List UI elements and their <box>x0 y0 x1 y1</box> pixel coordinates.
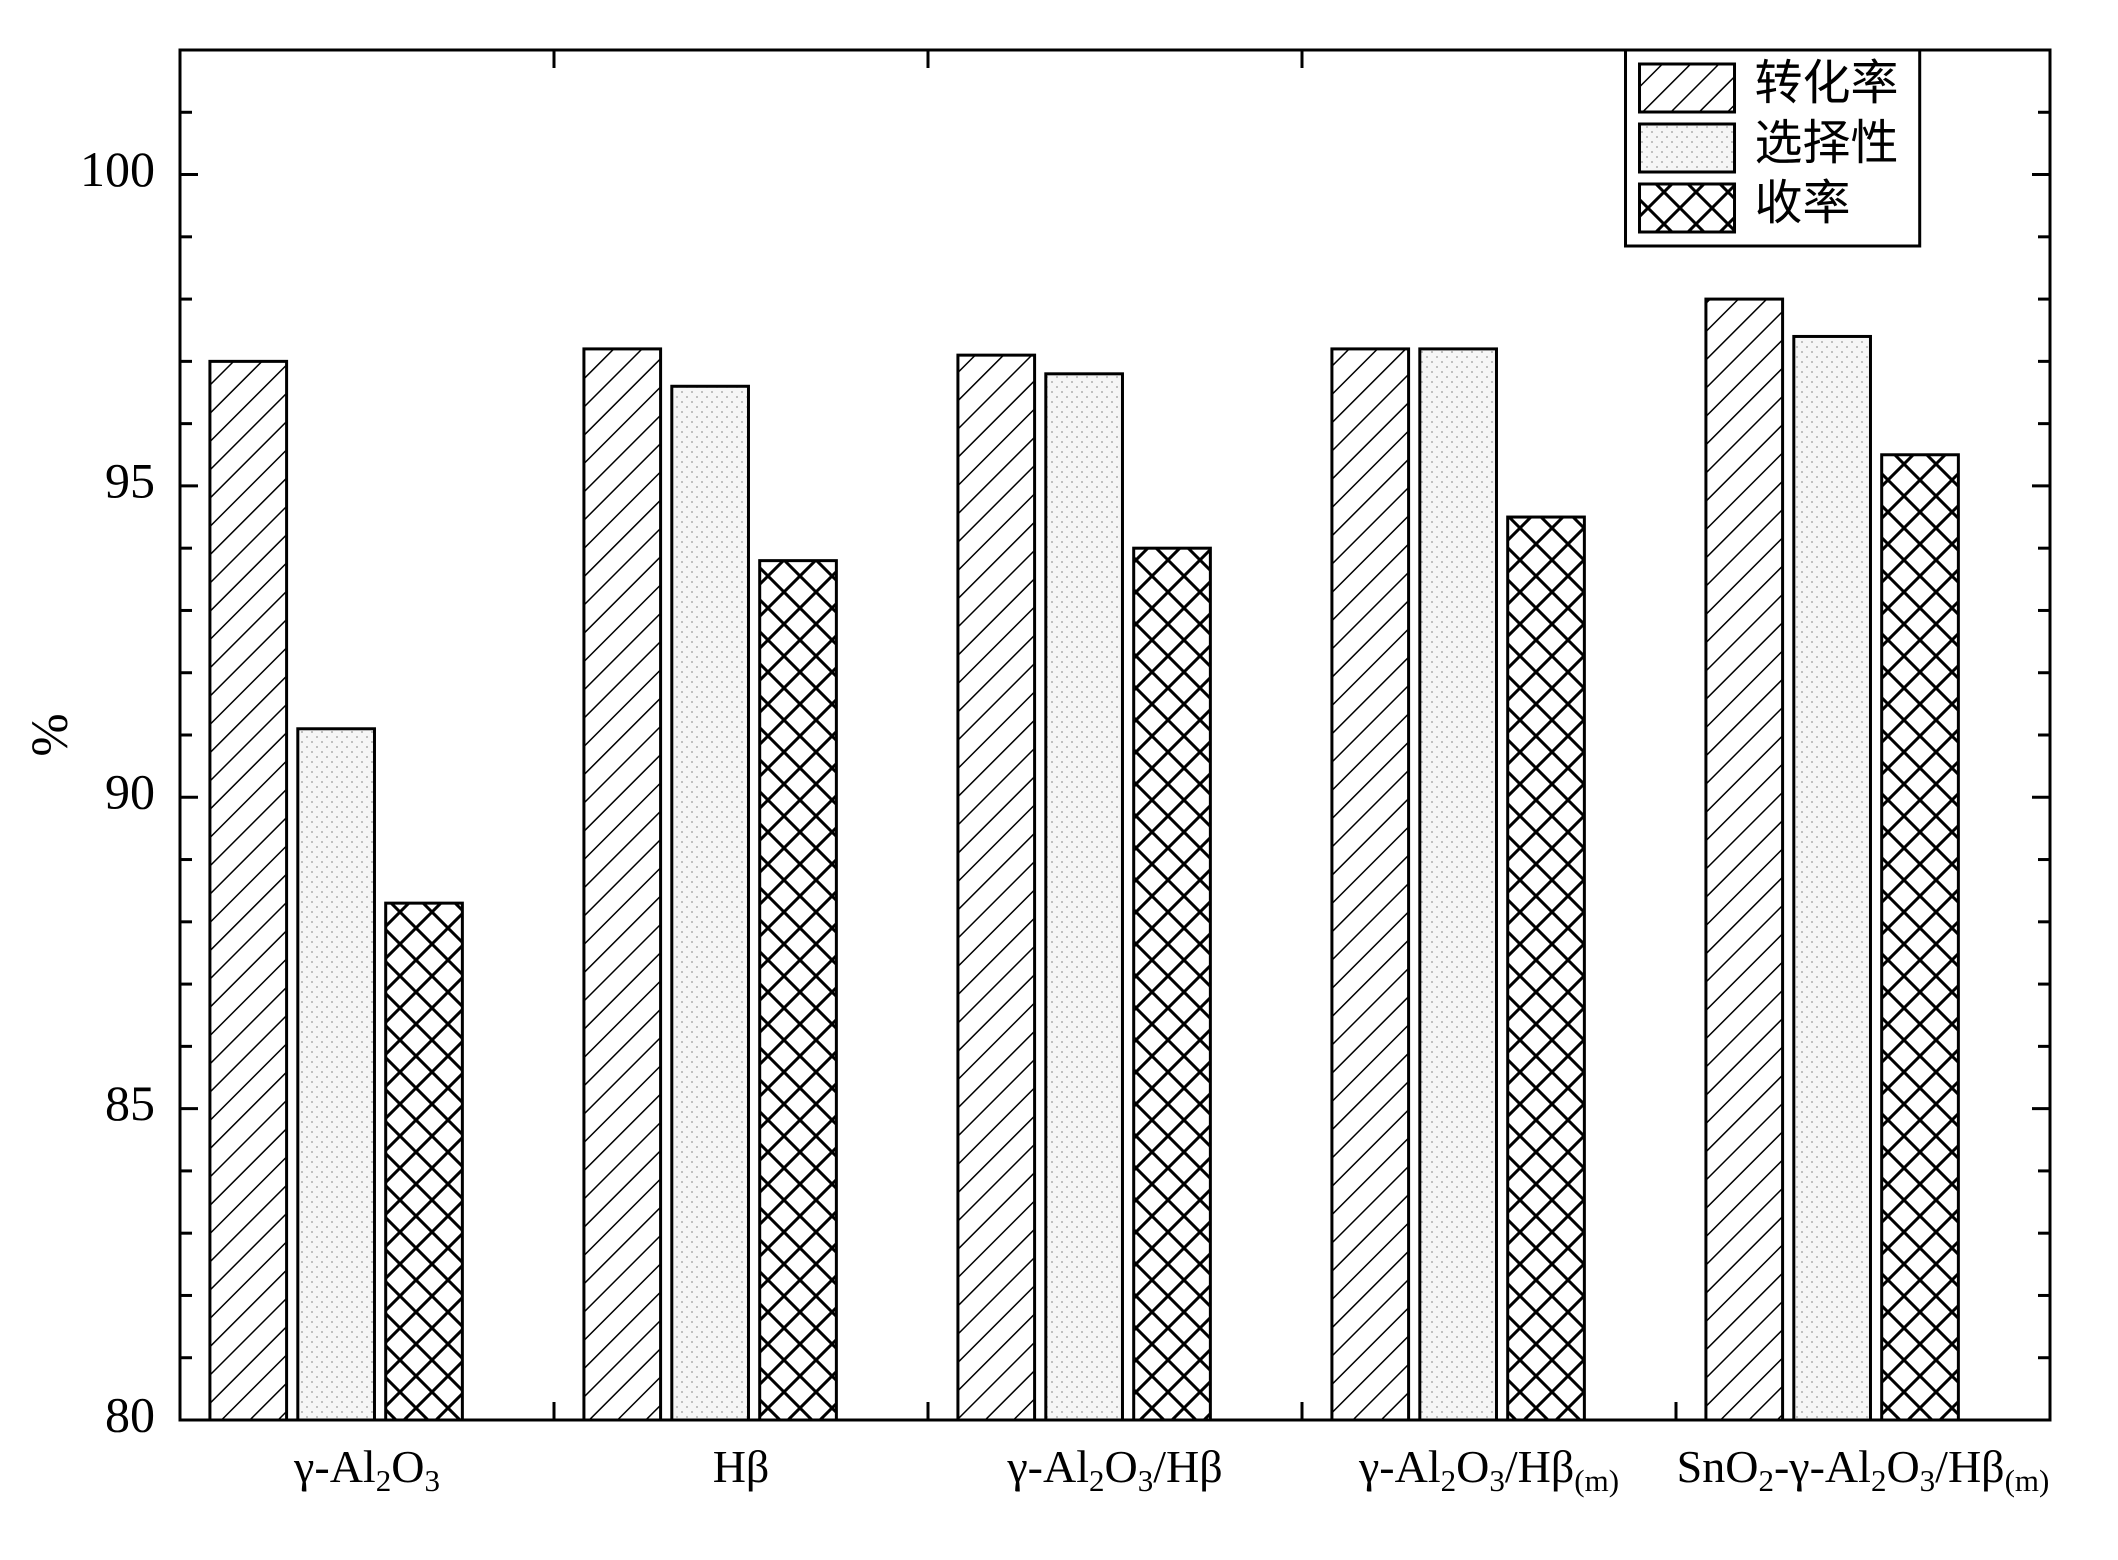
bar <box>1706 299 1783 1420</box>
bar <box>584 349 661 1420</box>
legend-swatch <box>1640 184 1735 232</box>
bar <box>760 561 837 1420</box>
y-tick-label: 90 <box>105 764 155 820</box>
bar-chart: 80859095100%γ-Al2O3Hβγ-Al2O3/Hβγ-Al2O3/H… <box>0 0 2118 1560</box>
y-tick-label: 85 <box>105 1075 155 1131</box>
y-tick-label: 80 <box>105 1386 155 1442</box>
legend-swatch <box>1640 64 1735 112</box>
bar <box>1134 548 1211 1420</box>
chart-container: 80859095100%γ-Al2O3Hβγ-Al2O3/Hβγ-Al2O3/H… <box>0 0 2118 1560</box>
bar <box>210 361 287 1420</box>
legend-label: 收率 <box>1755 177 1851 230</box>
bar <box>386 903 463 1420</box>
bar <box>1420 349 1497 1420</box>
x-tick-label: γ-Al2O3/Hβ <box>1006 1441 1222 1498</box>
bar <box>1882 455 1959 1420</box>
bar <box>672 386 749 1420</box>
y-axis-label: % <box>22 713 79 756</box>
bar <box>1794 336 1871 1420</box>
x-tick-label: SnO2-γ-Al2O3/Hβ(m) <box>1677 1441 2050 1498</box>
bar <box>1508 517 1585 1420</box>
bar <box>298 729 375 1420</box>
legend-label: 转化率 <box>1755 57 1899 110</box>
x-tick-label: Hβ <box>713 1441 770 1492</box>
x-tick-label: γ-Al2O3 <box>293 1441 440 1498</box>
legend-label: 选择性 <box>1755 117 1899 170</box>
bar <box>1332 349 1409 1420</box>
y-tick-label: 95 <box>105 452 155 508</box>
legend-swatch <box>1640 124 1735 172</box>
bar <box>958 355 1035 1420</box>
y-tick-label: 100 <box>80 141 155 197</box>
bar <box>1046 374 1123 1420</box>
